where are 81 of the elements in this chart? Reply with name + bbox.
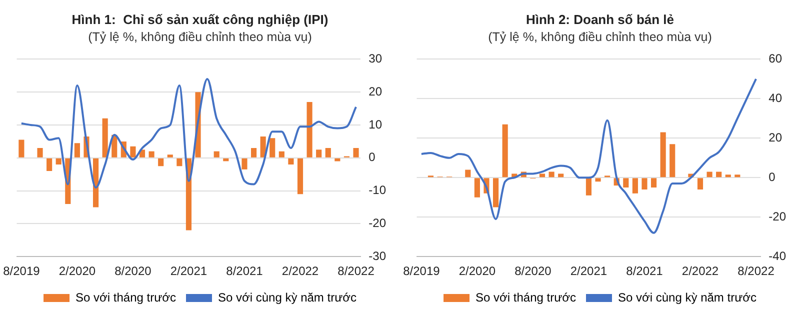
- x-tick-label: 2/2020: [458, 264, 496, 278]
- y-tick-label: 0: [768, 170, 776, 184]
- bar: [37, 148, 43, 158]
- line-series: [20, 78, 358, 189]
- bar: [548, 172, 554, 178]
- bar: [632, 178, 638, 194]
- x-tick-label: 2/2022: [682, 264, 719, 278]
- bar: [56, 158, 62, 164]
- bar: [92, 158, 99, 208]
- bar: [167, 154, 173, 158]
- y-tick-label: -30: [368, 248, 386, 263]
- bar: [502, 124, 508, 178]
- bar: [734, 174, 740, 178]
- y-tick-label: 60: [768, 52, 782, 66]
- bar: [670, 144, 676, 178]
- y-tick-label: -20: [768, 209, 786, 224]
- bar: [325, 148, 331, 158]
- legend-label: So với tháng trước: [476, 290, 576, 304]
- bar: [474, 178, 480, 198]
- line-series: [420, 78, 758, 234]
- bar: [102, 118, 108, 158]
- bar: [130, 146, 136, 158]
- bar: [260, 136, 266, 158]
- bar: [725, 174, 731, 178]
- x-tick-label: 8/2022: [338, 264, 375, 278]
- bar: [492, 178, 499, 208]
- y-tick-label: 40: [768, 90, 782, 105]
- bar: [270, 138, 276, 158]
- bar: [278, 151, 284, 158]
- y-tick-label: 10: [368, 117, 382, 132]
- x-tick-label: 8/2021: [226, 264, 264, 278]
- x-tick-label: 8/2021: [626, 264, 664, 278]
- x-tick-label: 8/2019: [403, 264, 440, 278]
- y-tick-label: 20: [768, 130, 782, 144]
- bar: [74, 143, 80, 158]
- chart-subtitle: (Tỷ lệ %, không điều chỉnh theo mùa vụ): [87, 30, 313, 44]
- chart-subtitle: (Tỷ lệ %, không điều chỉnh theo mùa vụ): [487, 30, 713, 44]
- x-tick-label: 2/2022: [282, 264, 319, 278]
- x-tick-label: 8/2020: [114, 264, 152, 278]
- y-tick-label: -10: [368, 183, 386, 198]
- x-tick-label: 8/2020: [514, 264, 552, 278]
- x-tick-label: 2/2020: [58, 264, 96, 278]
- bar: [250, 148, 257, 158]
- bar: [158, 158, 164, 166]
- bar: [316, 150, 322, 158]
- bar: [650, 178, 657, 188]
- bar: [586, 178, 592, 196]
- bar: [642, 178, 648, 190]
- bar: [176, 158, 182, 166]
- legend-label: So với cùng kỳ năm trước: [218, 290, 356, 304]
- bar: [623, 178, 629, 188]
- bar: [539, 174, 546, 178]
- x-tick-label: 8/2019: [3, 264, 40, 278]
- bar: [660, 132, 666, 178]
- bar: [558, 174, 564, 178]
- chart-title: Hình 1: Chỉ số sản xuất công nghiệp (IPI): [70, 12, 330, 27]
- bar: [297, 158, 304, 194]
- bar: [46, 158, 52, 172]
- bar: [595, 178, 601, 182]
- x-tick-label: 8/2022: [738, 264, 775, 278]
- x-tick-label: 2/2021: [170, 264, 208, 278]
- chart-title: Hình 2: Doanh số bán lẻ: [524, 12, 676, 27]
- y-tick-label: 30: [368, 52, 382, 66]
- y-tick-label: -20: [368, 216, 386, 230]
- legend-label: So với cùng kỳ năm trước: [618, 290, 756, 304]
- y-tick-label: -40: [768, 248, 786, 263]
- bar: [465, 170, 471, 178]
- bar: [706, 172, 712, 178]
- bar: [288, 158, 294, 164]
- legend-label: So với tháng trước: [76, 290, 176, 304]
- bar: [306, 102, 312, 158]
- bar: [18, 140, 24, 158]
- y-tick-label: 20: [368, 84, 382, 98]
- bar: [148, 151, 154, 158]
- bar: [716, 172, 722, 178]
- bar: [242, 158, 248, 170]
- y-tick-label: 0: [368, 150, 376, 164]
- bar: [697, 178, 704, 190]
- x-tick-label: 2/2021: [570, 264, 608, 278]
- bar: [353, 148, 359, 158]
- bar: [214, 151, 220, 158]
